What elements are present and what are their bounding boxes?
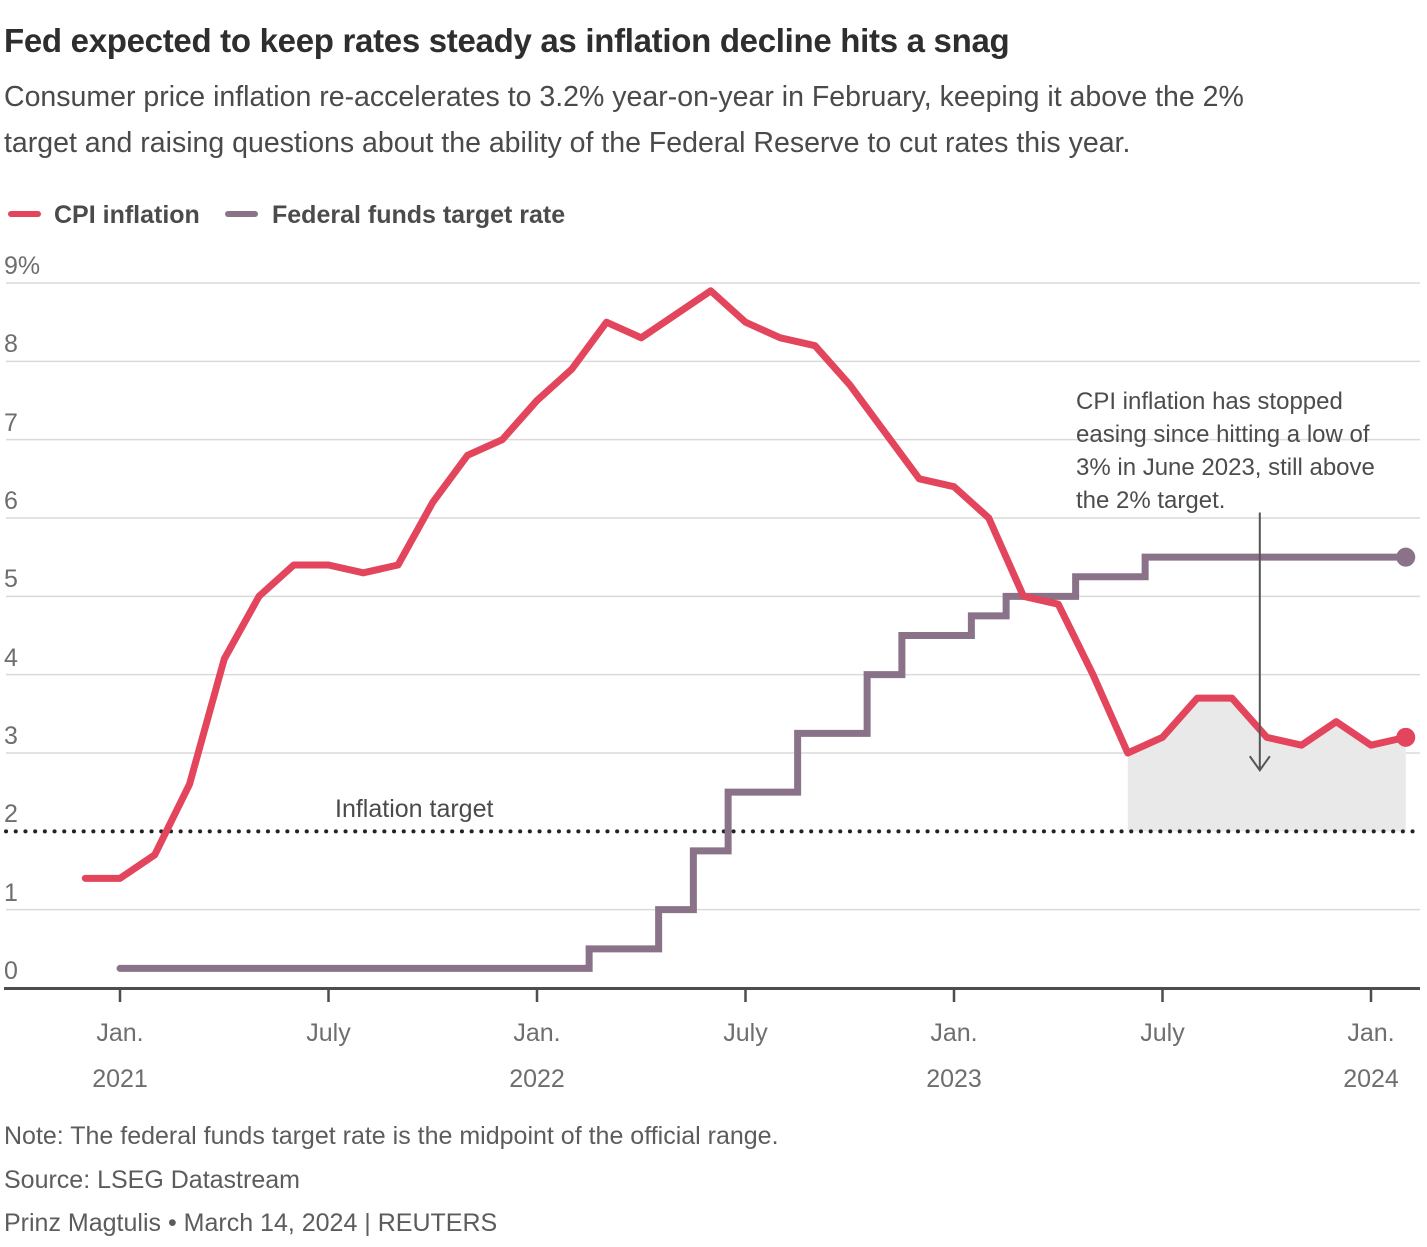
shaded-region-above-target — [1127, 698, 1406, 832]
y-tick-label: 1 — [4, 878, 18, 907]
legend-label-cpi: CPI inflation — [54, 201, 200, 229]
inflation-target-label: Inflation target — [335, 795, 494, 823]
page-subtitle: Consumer price inflation re-accelerates … — [4, 81, 1244, 159]
cpi-line — [81, 287, 1410, 882]
x-tick-label: Jan. 2023 — [926, 1019, 982, 1093]
fed-funds-end-dot — [1396, 547, 1416, 567]
x-tick-label: July — [723, 1019, 768, 1047]
annotation-text: CPI inflation has stopped easing since h… — [1076, 388, 1375, 514]
fed-legend-swatch-icon — [225, 211, 258, 217]
page-title: Fed expected to keep rates steady as inf… — [4, 22, 1010, 59]
y-tick-label: 2 — [4, 800, 18, 829]
x-tick-label: Jan. 2022 — [509, 1019, 565, 1093]
x-tick-label: July — [306, 1019, 351, 1047]
y-tick-label: 9% — [4, 252, 41, 280]
y-tick-label: 0 — [4, 957, 18, 985]
cpi-legend-swatch-icon — [8, 211, 41, 217]
source-credit: Source: LSEG Datastream — [4, 1166, 300, 1194]
annotation-arrow-icon — [1248, 512, 1271, 772]
y-tick-label: 6 — [4, 487, 18, 515]
byline: Prinz Magtulis • March 14, 2024 | REUTER… — [4, 1209, 498, 1237]
y-tick-label: 4 — [4, 643, 18, 672]
y-tick-label: 7 — [4, 408, 18, 437]
gridlines — [6, 282, 1420, 911]
footnote: Note: The federal funds target rate is t… — [4, 1122, 779, 1150]
x-tick-label: July — [1140, 1019, 1185, 1047]
fed-funds-line — [116, 553, 1410, 972]
y-tick-label: 3 — [4, 722, 18, 750]
x-tick-label: Jan. 2024 — [1343, 1019, 1399, 1093]
x-axis-ticks — [118, 989, 1373, 1002]
cpi-end-dot — [1396, 727, 1416, 747]
y-tick-label: 5 — [4, 565, 18, 594]
y-tick-label: 8 — [4, 330, 18, 359]
x-tick-label: Jan. 2021 — [92, 1019, 148, 1093]
legend-label-fed-funds: Federal funds target rate — [272, 201, 566, 229]
